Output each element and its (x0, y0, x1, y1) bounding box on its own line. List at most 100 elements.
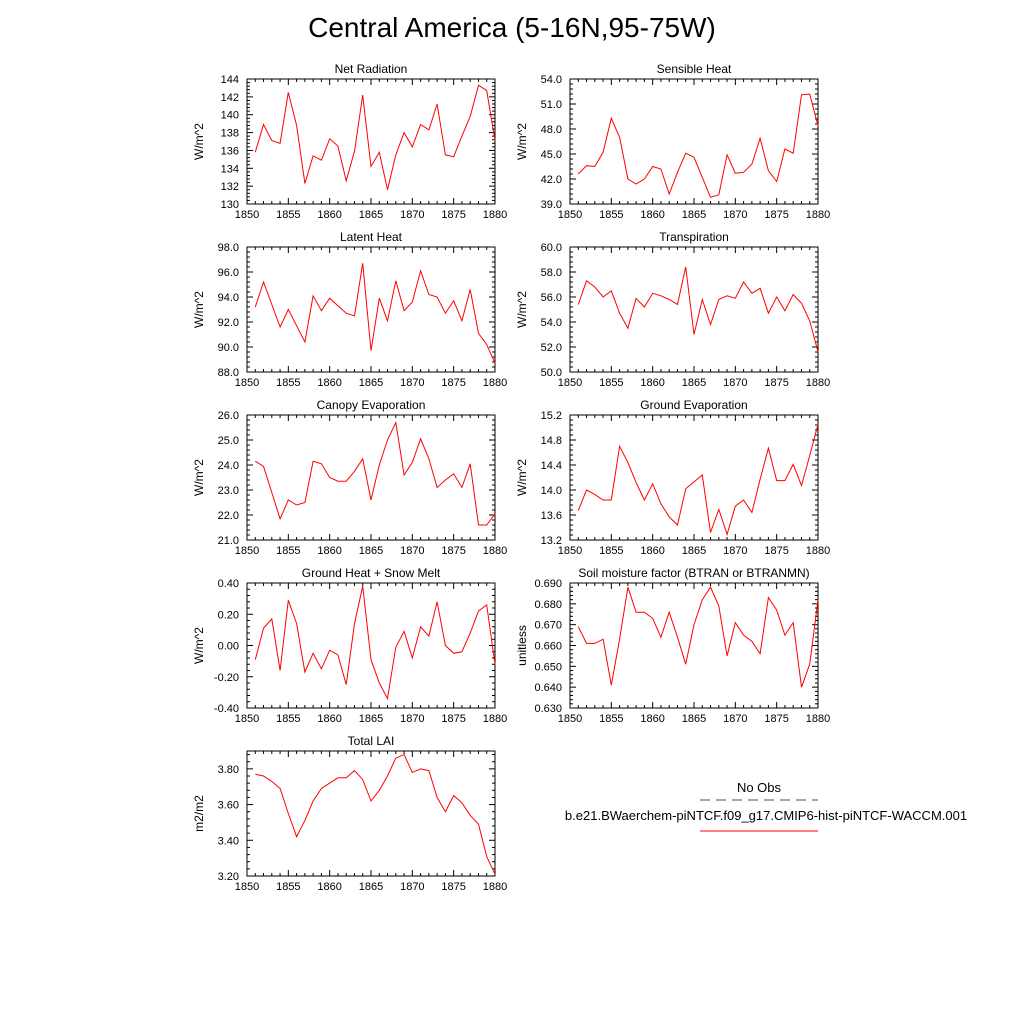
y-tick-label: 0.650 (534, 661, 562, 673)
panel-title: Sensible Heat (657, 62, 732, 76)
plot-frame (569, 78, 819, 205)
x-tick-label: 1855 (599, 209, 623, 221)
x-tick-label: 1880 (806, 713, 830, 725)
y-tick-label: 0.690 (534, 578, 562, 590)
y-tick-label: 14.8 (541, 435, 562, 447)
panel-title: Transpiration (659, 230, 729, 244)
y-tick-label: 56.0 (541, 292, 562, 304)
panel-5: Canopy Evaporation W/m^2 1850 1855 1860 1865 1… (192, 398, 507, 557)
plot-frame (569, 414, 819, 541)
x-tick-label: 1880 (483, 881, 507, 893)
y-tick-label: 0.20 (218, 609, 239, 621)
y-tick-label: 60.0 (541, 242, 562, 254)
x-tick-label: 1855 (276, 545, 300, 557)
x-tick-label: 1860 (317, 713, 341, 725)
x-tick-label: 1870 (723, 545, 747, 557)
y-tick-label: 0.630 (534, 703, 562, 715)
y-tick-label: 3.20 (218, 871, 239, 883)
y-axis-label: W/m^2 (192, 123, 206, 160)
y-tick-label: 24.0 (218, 460, 239, 472)
y-tick-label: 13.2 (541, 535, 562, 547)
x-tick-label: 1860 (640, 377, 664, 389)
x-tick-label: 1860 (640, 209, 664, 221)
x-tick-label: 1880 (806, 209, 830, 221)
plot-frame (246, 582, 496, 709)
y-tick-label: 14.4 (541, 460, 562, 472)
y-tick-label: 22.0 (218, 510, 239, 522)
x-tick-label: 1870 (723, 713, 747, 725)
y-tick-label: 144 (221, 74, 239, 86)
x-tick-label: 1860 (640, 545, 664, 557)
y-axis-label: m2/m2 (192, 795, 206, 832)
x-tick-label: 1860 (640, 713, 664, 725)
x-tick-label: 1850 (558, 377, 582, 389)
y-tick-label: 54.0 (541, 74, 562, 86)
x-tick-label: 1865 (359, 545, 383, 557)
x-tick-label: 1850 (558, 209, 582, 221)
x-tick-label: 1865 (359, 881, 383, 893)
x-tick-label: 1865 (359, 713, 383, 725)
y-tick-label: 13.6 (541, 510, 562, 522)
panel-title: Ground Evaporation (640, 398, 747, 412)
panel-1: Net Radiation W/m^2 1850 1855 1860 1865 1870 18… (192, 62, 507, 221)
x-tick-label: 1875 (764, 377, 788, 389)
x-tick-label: 1850 (235, 713, 259, 725)
legend-label-model: b.e21.BWaerchem-piNTCF.f09_g17.CMIP6-his… (565, 808, 967, 823)
x-tick-label: 1870 (400, 209, 424, 221)
y-tick-label: 132 (221, 181, 239, 193)
y-axis-label: unitless (515, 625, 529, 666)
y-tick-label: 26.0 (218, 410, 239, 422)
plot-frame (246, 414, 496, 541)
series-line (577, 93, 819, 198)
x-tick-label: 1880 (483, 713, 507, 725)
plot-frame (246, 78, 496, 205)
y-tick-label: 42.0 (541, 174, 562, 186)
panel-3: Latent Heat W/m^2 1850 1855 1860 1865 1870 1875… (192, 230, 507, 389)
series-line (577, 586, 819, 688)
x-tick-label: 1870 (723, 377, 747, 389)
x-tick-label: 1870 (723, 209, 747, 221)
y-axis-label: W/m^2 (192, 459, 206, 496)
panel-4: Transpiration W/m^2 1850 1855 1860 1865 1870 18… (515, 230, 830, 389)
x-tick-label: 1875 (764, 209, 788, 221)
y-axis-label: W/m^2 (515, 123, 529, 160)
x-tick-label: 1875 (764, 545, 788, 557)
x-tick-label: 1855 (599, 377, 623, 389)
series-line (254, 263, 496, 364)
x-tick-label: 1865 (682, 545, 706, 557)
y-tick-label: 25.0 (218, 435, 239, 447)
y-tick-label: 0.640 (534, 682, 562, 694)
y-tick-label: 3.80 (218, 764, 239, 776)
x-tick-label: 1855 (599, 713, 623, 725)
x-tick-label: 1865 (359, 209, 383, 221)
panel-6: Ground Evaporation W/m^2 1850 1855 1860 1865 1… (515, 398, 830, 557)
y-tick-label: 58.0 (541, 267, 562, 279)
y-axis-label: W/m^2 (515, 291, 529, 328)
x-tick-label: 1855 (276, 713, 300, 725)
x-tick-label: 1860 (317, 377, 341, 389)
x-tick-label: 1865 (682, 209, 706, 221)
y-tick-label: 0.660 (534, 641, 562, 653)
x-tick-label: 1860 (317, 881, 341, 893)
y-tick-label: 14.0 (541, 485, 562, 497)
x-tick-label: 1865 (682, 377, 706, 389)
x-tick-label: 1865 (359, 377, 383, 389)
x-tick-label: 1870 (400, 377, 424, 389)
panel-title: Latent Heat (340, 230, 403, 244)
y-tick-label: 140 (221, 110, 239, 122)
x-tick-label: 1875 (441, 545, 465, 557)
y-tick-label: 98.0 (218, 242, 239, 254)
x-tick-label: 1860 (317, 209, 341, 221)
x-tick-label: 1880 (483, 545, 507, 557)
y-tick-label: 94.0 (218, 292, 239, 304)
x-tick-label: 1870 (400, 881, 424, 893)
x-tick-label: 1870 (400, 545, 424, 557)
x-tick-label: 1850 (235, 881, 259, 893)
y-tick-label: 52.0 (541, 342, 562, 354)
panel-8: Soil moisture factor (BTRAN or BTRANMN) u… (515, 566, 830, 725)
y-axis-label: W/m^2 (192, 627, 206, 664)
y-tick-label: 23.0 (218, 485, 239, 497)
series-line (577, 424, 819, 537)
y-tick-label: 130 (221, 199, 239, 211)
